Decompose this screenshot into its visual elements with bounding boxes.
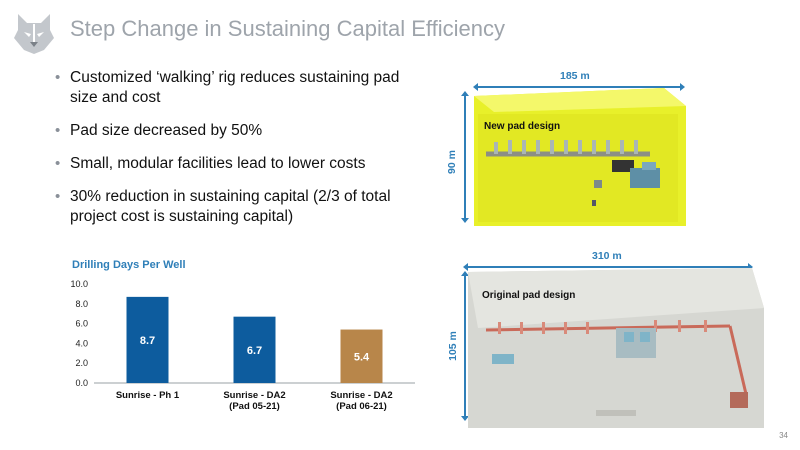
bullet-item: Customized ‘walking’ rig reduces sustain… xyxy=(55,68,425,108)
bullet-list: Customized ‘walking’ rig reduces sustain… xyxy=(55,68,425,240)
original-pad-height-label: 105 m xyxy=(446,331,459,361)
bar-data-label: 5.4 xyxy=(354,351,370,363)
bar xyxy=(340,329,383,383)
husky-logo-icon xyxy=(14,14,54,54)
y-tick-label: 8.0 xyxy=(75,299,88,309)
bar-data-label: 8.7 xyxy=(140,335,155,347)
page-number: 34 xyxy=(779,431,788,440)
x-tick-label: Sunrise - DA2 xyxy=(223,390,285,401)
bullet-item: Pad size decreased by 50% xyxy=(55,121,425,141)
y-tick-label: 2.0 xyxy=(75,358,88,368)
chart-title: Drilling Days Per Well xyxy=(72,259,186,271)
y-tick-label: 0.0 xyxy=(75,378,88,388)
x-tick-label: (Pad 06-21) xyxy=(336,401,387,412)
original-pad-width-label: 310 m xyxy=(592,250,622,262)
drilling-days-bar-chart: Drilling Days Per Well 0.0 2.0 4.0 6.0 8.0 10.… xyxy=(70,259,415,412)
x-tick-label: Sunrise - Ph 1 xyxy=(116,390,180,401)
y-tick-label: 4.0 xyxy=(75,338,88,348)
original-pad-design-image xyxy=(468,268,764,428)
new-pad-height-arrow xyxy=(461,91,468,223)
bar xyxy=(233,316,276,383)
original-pad-width-arrow xyxy=(463,263,753,270)
new-pad-width-arrow xyxy=(473,83,685,90)
y-tick-label: 10.0 xyxy=(70,279,88,289)
new-pad-caption: New pad design xyxy=(484,121,561,132)
bar xyxy=(126,296,169,383)
y-tick-label: 6.0 xyxy=(75,319,88,329)
bullet-item: Small, modular facilities lead to lower … xyxy=(55,154,425,174)
bullet-item: 30% reduction in sustaining capital (2/3… xyxy=(55,187,425,227)
slide-title: Step Change in Sustaining Capital Effici… xyxy=(70,16,505,41)
bar-data-label: 6.7 xyxy=(247,345,262,357)
x-tick-label: (Pad 05-21) xyxy=(229,401,280,412)
new-pad-height-label: 90 m xyxy=(445,150,458,174)
new-pad-design-image xyxy=(474,88,686,226)
original-pad-height-arrow xyxy=(461,271,468,421)
x-tick-label: Sunrise - DA2 xyxy=(330,390,392,401)
original-pad-caption: Original pad design xyxy=(482,290,576,301)
new-pad-width-label: 185 m xyxy=(560,70,590,82)
